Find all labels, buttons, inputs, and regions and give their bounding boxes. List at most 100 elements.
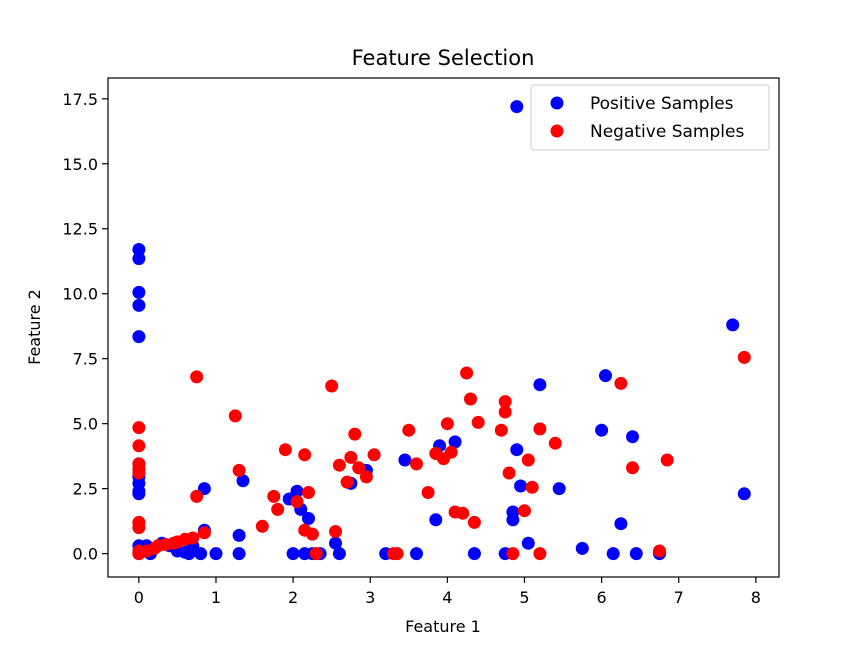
positive-sample-point [510,443,524,457]
positive-sample-point [398,453,412,467]
negative-sample-point [518,504,531,518]
negative-sample-point [548,436,562,450]
chart-title: Feature Selection [352,46,535,70]
positive-sample-point [232,528,246,542]
positive-sample-point [514,479,528,493]
data-points [132,100,751,561]
positive-sample-point [726,318,740,332]
negative-sample-point [197,526,211,540]
negative-sample-point [460,366,474,380]
negative-sample-point [255,519,269,533]
positive-sample-point [410,547,423,561]
x-tick-label: 7 [674,588,684,607]
positive-sample-point [132,285,146,299]
y-tick-label: 15.0 [62,155,98,174]
negative-sample-point [410,457,423,471]
positive-sample-point [132,487,146,501]
y-axis-label: Feature 2 [25,289,44,365]
negative-sample-point [359,470,373,484]
negative-sample-point [653,544,666,558]
negative-sample-point [626,461,639,475]
negative-sample-point [132,466,146,480]
positive-sample-point [194,547,208,561]
x-tick-label: 6 [597,588,607,607]
negative-sample-point [367,448,381,462]
negative-sample-point [498,405,512,419]
x-tick-label: 8 [751,588,761,607]
negative-sample-point [506,547,520,561]
x-tick-label: 2 [288,588,298,607]
y-tick-label: 12.5 [62,220,98,239]
negative-sample-point [232,463,246,477]
plot-frame [107,77,780,578]
negative-sample-point [533,422,547,436]
positive-sample-point [448,435,462,449]
negative-sample-point [132,439,146,453]
negative-sample-point [421,486,435,499]
negative-sample-point [456,506,470,520]
positive-sample-point [132,298,146,312]
positive-sample-point [614,517,628,531]
positive-sample-point [467,547,481,561]
negative-sample-point [344,450,358,464]
negative-sample-point [290,495,304,509]
legend-label-positive: Positive Samples [590,94,734,114]
positive-sample-point [132,243,146,256]
negative-sample-point [329,525,342,538]
negative-sample-point [305,527,319,541]
negative-sample-point [352,461,366,475]
positive-sample-point [236,474,250,488]
positive-sample-point [575,541,589,555]
positive-sample-point [302,512,315,525]
negative-sample-point [525,480,539,494]
negative-sample-point [440,417,454,431]
positive-sample-point [626,430,639,444]
negative-sample-point [340,475,354,489]
negative-sample-point [278,443,292,457]
positive-sample-point [209,547,223,561]
negative-sample-point [309,547,323,561]
positive-sample-point [232,547,246,561]
positive-sample-point [132,330,146,344]
positive-sample-point [290,484,304,498]
y-tick-label: 0.0 [73,545,98,564]
negative-sample-point [132,521,146,535]
negative-sample-point [660,453,674,467]
negative-sample-point [464,392,477,406]
negative-sample-point [494,423,508,437]
negative-sample-point [444,445,458,459]
axis-ticks: 0 1 2 3 4 5 6 7 8 0.0 2.5 5.0 7.5 10.0 12.5 15.0 17.5 [62,90,761,607]
positive-sample-point [629,547,643,561]
legend-label-negative: Negative Samples [590,122,744,142]
y-tick-label: 7.5 [73,350,98,369]
negative-sample-point [467,515,481,529]
x-tick-label: 0 [134,588,144,607]
positive-sample-point [510,100,524,114]
legend: Positive Samples Negative Samples [530,84,770,151]
negative-sample-point [298,448,312,462]
negative-sample-point [614,376,628,390]
x-tick-label: 1 [211,588,221,607]
negative-sample-point [521,453,535,467]
negative-sample-point [325,379,339,393]
x-tick-label: 4 [442,588,452,607]
legend-box [530,84,770,151]
negative-sample-point [390,547,404,561]
negative-sample-point [271,502,285,516]
negative-sample-point [228,409,242,423]
negative-sample-point [186,531,200,545]
negative-sample-point [332,458,346,472]
positive-sample-point [329,536,342,550]
positive-sample-point [737,487,751,501]
x-tick-label: 3 [365,588,375,607]
y-tick-label: 2.5 [73,480,98,499]
legend-marker-negative [550,124,564,138]
positive-sample-point [599,369,612,383]
negative-sample-point [132,421,146,435]
positive-sample-point [606,547,620,561]
series-negative-samples [132,350,751,561]
negative-sample-point [267,489,281,503]
negative-sample-point [190,489,204,503]
